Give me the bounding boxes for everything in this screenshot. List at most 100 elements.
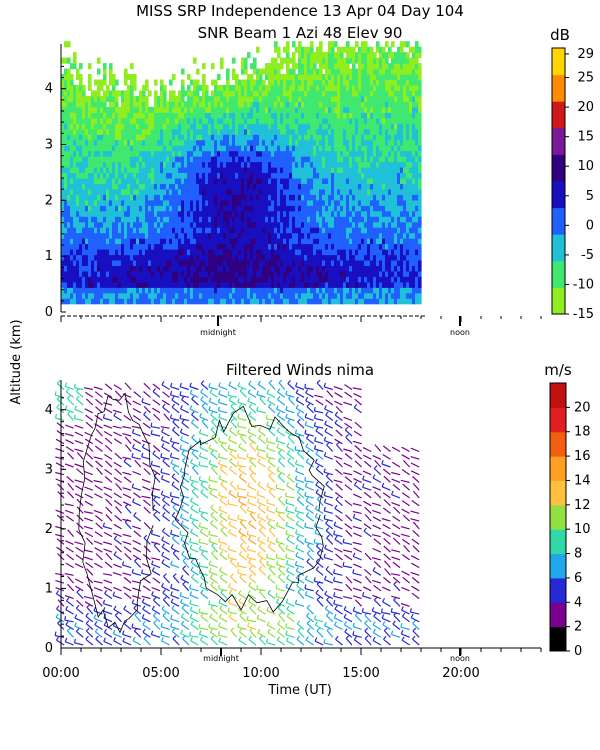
snr-cell [223, 134, 227, 141]
snr-cell [67, 205, 71, 212]
snr-cell [220, 276, 224, 283]
snr-cell [325, 270, 329, 277]
snr-cell [274, 145, 278, 152]
snr-cell [337, 210, 341, 217]
snr-cell [382, 68, 386, 75]
snr-cell [301, 265, 305, 272]
snr-cell [391, 281, 395, 288]
snr-cell [118, 249, 122, 256]
snr-cell [181, 238, 185, 245]
snr-cell [139, 166, 143, 173]
snr-cell [163, 287, 167, 294]
snr-cell [295, 172, 299, 179]
snr-cell [322, 194, 326, 201]
snr-cell [193, 166, 197, 173]
snr-cell [181, 188, 185, 195]
snr-cell [160, 183, 164, 190]
snr-cell [268, 243, 272, 250]
snr-cell [133, 227, 137, 234]
snr-cell [328, 166, 332, 173]
snr-cell [187, 194, 191, 201]
snr-cell [70, 254, 74, 261]
snr-cell [301, 145, 305, 152]
snr-cell [316, 210, 320, 217]
snr-cell [115, 95, 119, 102]
snr-cell [283, 249, 287, 256]
snr-cell [136, 106, 140, 113]
snr-cell [160, 210, 164, 217]
snr-cell [121, 90, 125, 97]
snr-cell [100, 145, 104, 152]
snr-cell [79, 128, 83, 135]
snr-cell [265, 134, 269, 141]
snr-cell [352, 205, 356, 212]
snr-cell [88, 249, 92, 256]
snr-cell [190, 194, 194, 201]
snr-cell [361, 166, 365, 173]
snr-cell [265, 188, 269, 195]
snr-cell [244, 68, 248, 75]
snr-cell [304, 270, 308, 277]
snr-cell [91, 117, 95, 124]
snr-cell [256, 172, 260, 179]
snr-cell [289, 259, 293, 266]
snr-cell [172, 221, 176, 228]
snr-cell [184, 281, 188, 288]
snr-cell [115, 150, 119, 157]
snr-cell [274, 57, 278, 64]
snr-cell [265, 106, 269, 113]
snr-cell [178, 199, 182, 206]
snr-cell [328, 79, 332, 86]
snr-cell [76, 84, 80, 91]
snr-cell [322, 199, 326, 206]
snr-cell [241, 150, 245, 157]
snr-cell [367, 183, 371, 190]
snr-cell [217, 106, 221, 113]
snr-cell [151, 249, 155, 256]
snr-cell [343, 232, 347, 239]
snr-cell [178, 259, 182, 266]
snr-cell [232, 117, 236, 124]
snr-cell [280, 112, 284, 119]
snr-cell [271, 177, 275, 184]
snr-cell [403, 84, 407, 91]
snr-cell [325, 139, 329, 146]
snr-cell [316, 249, 320, 256]
snr-cell [256, 216, 260, 223]
snr-cell [271, 205, 275, 212]
snr-cell [370, 249, 374, 256]
snr-cell [397, 265, 401, 272]
snr-cell [160, 270, 164, 277]
snr-cell [118, 199, 122, 206]
snr-cell [277, 276, 281, 283]
snr-cell [85, 205, 89, 212]
snr-cell [370, 128, 374, 135]
snr-cell [199, 221, 203, 228]
snr-cell [76, 128, 80, 135]
snr-cell [169, 276, 173, 283]
snr-cell [202, 238, 206, 245]
snr-cell [337, 112, 341, 119]
snr-cell [148, 156, 152, 163]
snr-cell [301, 79, 305, 86]
snr-cell [322, 249, 326, 256]
snr-cell [385, 238, 389, 245]
snr-cell [238, 101, 242, 108]
snr-cell [175, 265, 179, 272]
snr-cell [265, 101, 269, 108]
snr-cell [391, 134, 395, 141]
snr-cell [226, 287, 230, 294]
snr-cell [112, 249, 116, 256]
snr-cell [259, 243, 263, 250]
snr-cell [121, 161, 125, 168]
snr-cell [226, 249, 230, 256]
snr-cell [301, 259, 305, 266]
snr-cell [388, 221, 392, 228]
snr-cell [172, 276, 176, 283]
snr-cell [259, 292, 263, 299]
snr-cell [202, 150, 206, 157]
snr-cell [73, 216, 77, 223]
snr-cell [394, 101, 398, 108]
snr-cell [400, 194, 404, 201]
snr-cell [133, 249, 137, 256]
